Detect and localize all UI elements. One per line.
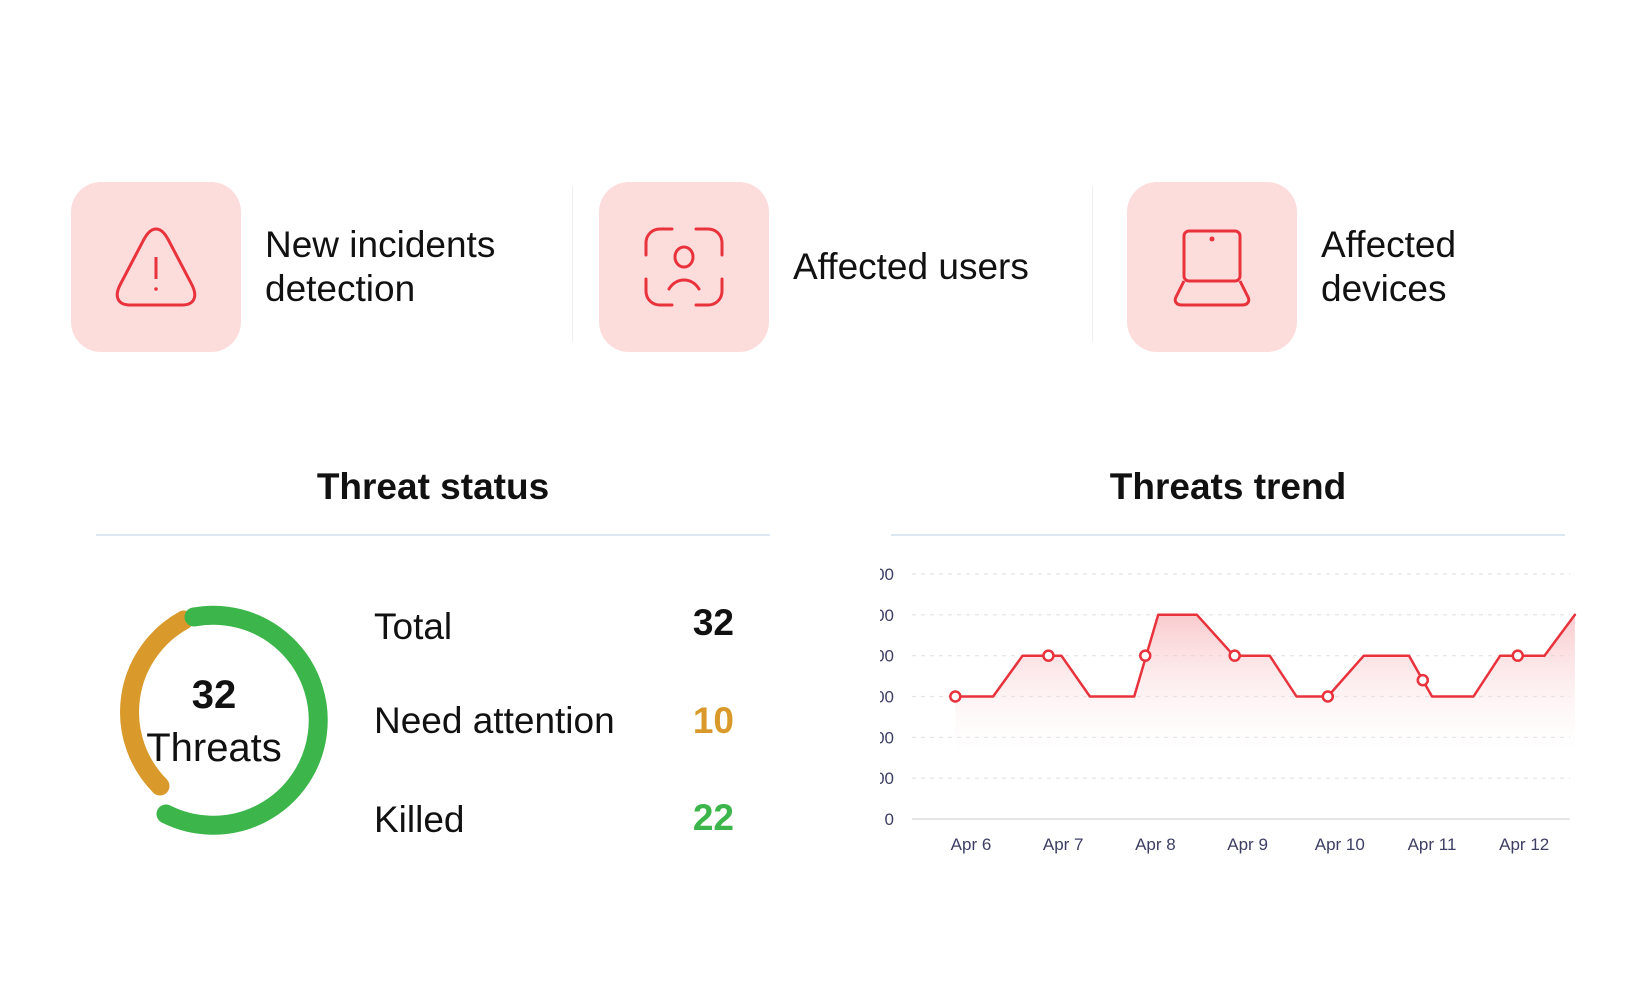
stat-total-value: 32 [692,602,734,643]
laptop-icon [1127,182,1297,352]
donut-killed-segment [156,605,328,835]
x-tick-label: Apr 7 [1043,835,1084,854]
divider [572,186,573,342]
data-point-marker [949,690,962,703]
trend-line [954,613,1577,698]
card-title: Affected [1321,224,1457,265]
divider [96,534,770,536]
y-tick-label: 100 [880,769,894,788]
data-point-marker [1139,649,1152,662]
user-scan-icon [599,182,769,352]
threat-donut [120,605,328,835]
threats-trend-chart: 0 100 200 300 400 500 600 Apr 6 Apr 7 Apr 8 Apr 9 A… [866,540,1600,875]
y-tick-label: 600 [880,565,894,584]
warning-triangle-icon [71,182,241,352]
stat-killed-label: Killed [374,799,465,840]
card-title: New incidents [265,224,496,265]
divider [1092,186,1093,342]
data-point-marker [1511,649,1524,662]
card-new-incidents[interactable]: New incidents detection [71,182,495,352]
x-tick-label: Apr 6 [951,835,992,854]
x-tick-label: Apr 10 [1315,835,1365,854]
card-title: Affected users [793,246,1029,287]
card-affected-devices[interactable]: Affected devices [1127,182,1456,352]
trend-area [955,614,1575,758]
y-tick-label: 300 [880,688,894,707]
data-point-marker [1042,649,1055,662]
y-tick-label: 400 [880,647,894,666]
x-tick-label: Apr 12 [1499,835,1549,854]
x-tick-label: Apr 9 [1227,835,1268,854]
data-point-marker [1321,690,1335,703]
divider [891,534,1565,536]
donut-attention-segment [120,610,194,796]
card-title-line2: devices [1321,268,1447,309]
data-point-marker [1228,649,1241,662]
stat-attention-value: 10 [692,700,734,741]
threat-status-title: Threat status [316,466,550,507]
stat-killed-value: 22 [692,797,734,838]
threats-trend-title: Threats trend [1109,466,1347,507]
card-title-line2: detection [265,268,416,309]
y-tick-label: 0 [885,810,894,829]
data-point-marker [1416,673,1430,687]
stat-attention-label: Need attention [374,700,615,741]
donut-label: Threats [146,726,282,770]
x-tick-label: Apr 11 [1408,835,1457,854]
y-tick-label: 500 [880,606,894,625]
y-tick-label: 200 [880,728,894,747]
stat-total-label: Total [374,606,453,647]
x-tick-label: Apr 8 [1135,835,1176,854]
donut-count: 32 [191,673,237,717]
card-affected-users[interactable]: Affected users [599,182,1029,352]
